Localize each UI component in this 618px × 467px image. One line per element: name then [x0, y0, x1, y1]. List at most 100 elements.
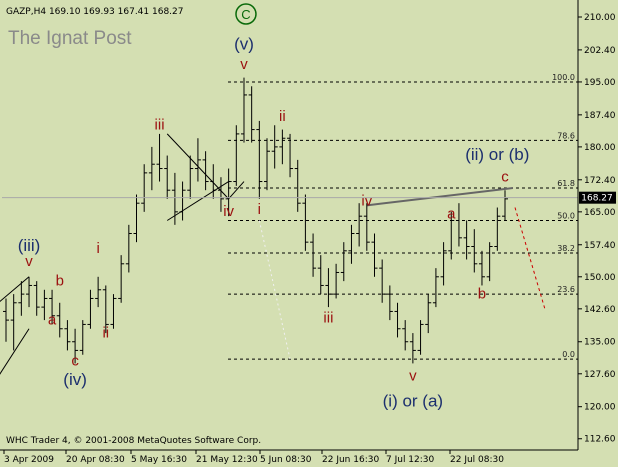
price-bar-5 — [41, 289, 48, 321]
wave-label-16: v — [409, 368, 417, 385]
price-bar-14 — [110, 294, 117, 329]
price-bar-56 — [432, 268, 439, 308]
price-bar-63 — [486, 242, 493, 282]
price-bar-40 — [310, 233, 317, 277]
price-bar-11 — [87, 289, 94, 329]
price-bar-12 — [95, 276, 102, 308]
price-bar-52 — [402, 320, 409, 351]
price-bar-38 — [294, 159, 301, 212]
price-bar-50 — [386, 285, 393, 321]
wave-label-17: (i) or (a) — [383, 392, 443, 411]
wave-label-14: iii — [323, 309, 333, 326]
price-bar-8 — [64, 320, 71, 351]
price-bar-23 — [179, 181, 186, 221]
price-bar-60 — [463, 220, 470, 260]
price-bar-36 — [279, 129, 286, 165]
time-axis: 3 Apr 2009 20 Apr 08:30 5 May 16:30 21 May … — [3, 450, 504, 465]
price-bar-25 — [194, 138, 201, 182]
price-bar-37 — [287, 133, 294, 178]
price-bar-57 — [440, 242, 447, 286]
price-bar-16 — [125, 224, 132, 273]
price-bar-7 — [56, 302, 63, 338]
x-tick-4: 5 Jun 08:30 — [260, 455, 312, 465]
price-bar-45 — [348, 224, 355, 264]
wave-label-21: (ii) or (b) — [465, 145, 529, 164]
x-tick-0: 3 Apr 2009 — [4, 455, 54, 465]
x-tick-3: 21 May 12:30 — [196, 455, 258, 465]
x-tick-6: 7 Jul 12:30 — [386, 455, 435, 465]
last-price-label: 168.27 — [581, 194, 613, 204]
price-bar-35 — [271, 125, 278, 169]
y-tick-2: 195.00 — [584, 78, 616, 88]
price-bar-18 — [141, 164, 148, 212]
price-bar-47 — [363, 203, 370, 251]
guide-line — [258, 220, 291, 360]
symbol-header: GAZP,H4 169.10 169.93 167.41 168.27 — [6, 7, 184, 17]
x-tick-1: 20 Apr 08:30 — [66, 455, 125, 465]
y-tick-3: 187.40 — [584, 111, 616, 121]
price-bar-65 — [502, 190, 508, 221]
wave-label-18: a — [447, 205, 456, 222]
copyright-text: WHC Trader 4, © 2001-2008 MetaQuotes Sof… — [6, 436, 261, 446]
wave-label-6: i — [96, 240, 99, 257]
price-bar-43 — [333, 263, 340, 299]
price-bar-9 — [72, 328, 79, 364]
wave-label-12: ii — [279, 108, 286, 125]
y-tick-6: 165.00 — [584, 208, 616, 218]
price-bar-24 — [187, 155, 194, 199]
brand-watermark: The Ignat Post — [8, 28, 132, 49]
wave-label-3: a — [48, 311, 57, 328]
price-axis: 210.00 202.40 195.00 187.40 180.00 172.40 165.… — [2, 13, 616, 445]
price-bar-46 — [356, 203, 363, 247]
wave-label-7: ii — [102, 324, 109, 341]
wave-label-1: v — [25, 253, 33, 270]
wave-label-9: iv — [223, 203, 234, 220]
price-bar-3 — [26, 276, 33, 308]
price-bar-30 — [233, 125, 240, 186]
fib-label-3: 50.0 — [557, 212, 575, 221]
price-bar-55 — [425, 294, 432, 334]
x-tick-2: 5 May 16:30 — [131, 455, 187, 465]
fib-label-4: 38.2 — [557, 244, 575, 253]
price-bar-44 — [340, 242, 347, 282]
fib-levels: 100.0 78.6 61.8 50.0 38.2 23.6 0.0 — [228, 73, 578, 360]
price-bar-48 — [371, 233, 378, 277]
wave-label-10: v — [240, 56, 248, 73]
wave-label-0: (iii) — [18, 236, 41, 255]
y-tick-10: 135.00 — [584, 338, 616, 348]
fib-label-2: 61.8 — [557, 179, 575, 188]
price-bar-39 — [302, 194, 309, 251]
wave-label-c-circle: C — [235, 3, 257, 25]
price-bar-42 — [325, 268, 332, 308]
x-tick-5: 22 Jun 16:30 — [322, 455, 379, 465]
wave-label-11: (v) — [234, 34, 254, 53]
wave-label-15: iv — [361, 192, 372, 209]
price-bar-13 — [102, 285, 109, 334]
price-bar-0 — [3, 298, 9, 342]
price-bar-10 — [79, 320, 86, 355]
wave-label-2: b — [56, 272, 64, 289]
resistance-line — [366, 187, 513, 207]
price-bar-32 — [248, 86, 255, 143]
price-bar-41 — [317, 255, 324, 295]
wave-label-4: c — [71, 353, 79, 370]
y-tick-5: 172.40 — [584, 176, 616, 186]
price-bar-62 — [478, 250, 485, 286]
price-bar-26 — [202, 151, 209, 191]
y-tick-11: 127.60 — [584, 370, 616, 380]
price-bar-59 — [455, 203, 462, 247]
y-tick-4: 180.00 — [584, 143, 616, 153]
price-bar-33 — [256, 120, 263, 199]
price-bar-53 — [409, 333, 416, 364]
fib-label-5: 23.6 — [557, 285, 575, 294]
price-bar-34 — [264, 138, 271, 191]
price-bar-49 — [379, 259, 386, 303]
y-tick-0: 210.00 — [584, 13, 616, 23]
price-bars — [3, 77, 508, 364]
price-bar-28 — [217, 177, 224, 212]
price-bar-4 — [33, 281, 40, 316]
